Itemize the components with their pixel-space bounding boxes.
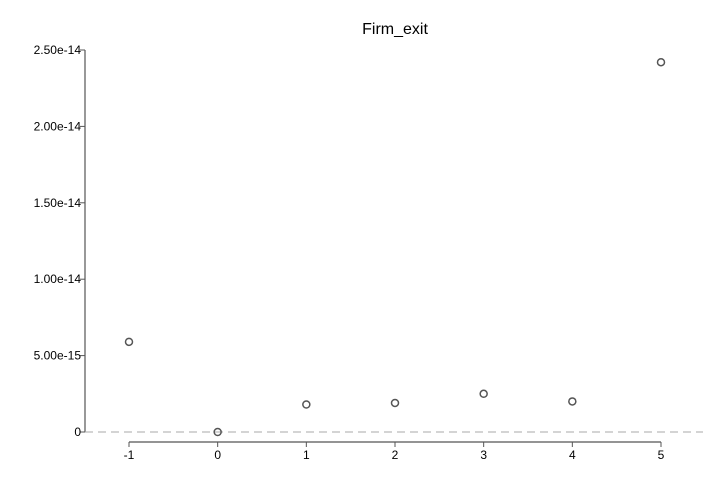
- y-tick-label: 2.50e-14: [34, 43, 82, 57]
- y-tick-label: 1.50e-14: [34, 196, 82, 210]
- y-ticks: 0 5.00e-15 1.00e-14 1.50e-14 2.00e-14 2.50e-1…: [34, 43, 85, 439]
- y-tick-label: 1.00e-14: [34, 272, 82, 286]
- data-point: [568, 397, 577, 406]
- data-point: [656, 57, 666, 67]
- x-tick-label: -1: [124, 448, 135, 462]
- data-point: [479, 389, 488, 399]
- x-tick-label: 0: [214, 448, 221, 462]
- data-point: [124, 337, 134, 347]
- x-tick-label: 1: [303, 448, 310, 462]
- x-tick-label: 4: [569, 448, 576, 462]
- y-tick-label: 2.00e-14: [34, 119, 82, 133]
- chart-title: Firm_exit: [362, 21, 428, 38]
- x-tick-label: 2: [392, 448, 399, 462]
- y-tick-label: 0: [74, 425, 81, 439]
- x-ticks: -1 0 1 2 3 4 5: [124, 442, 665, 462]
- x-tick-label: 5: [658, 448, 665, 462]
- x-tick-label: 3: [480, 448, 487, 462]
- data-point: [213, 427, 222, 437]
- data-point: [302, 400, 311, 409]
- y-tick-label: 5.00e-15: [34, 349, 82, 363]
- data-point: [390, 398, 400, 408]
- data-points: [124, 57, 666, 437]
